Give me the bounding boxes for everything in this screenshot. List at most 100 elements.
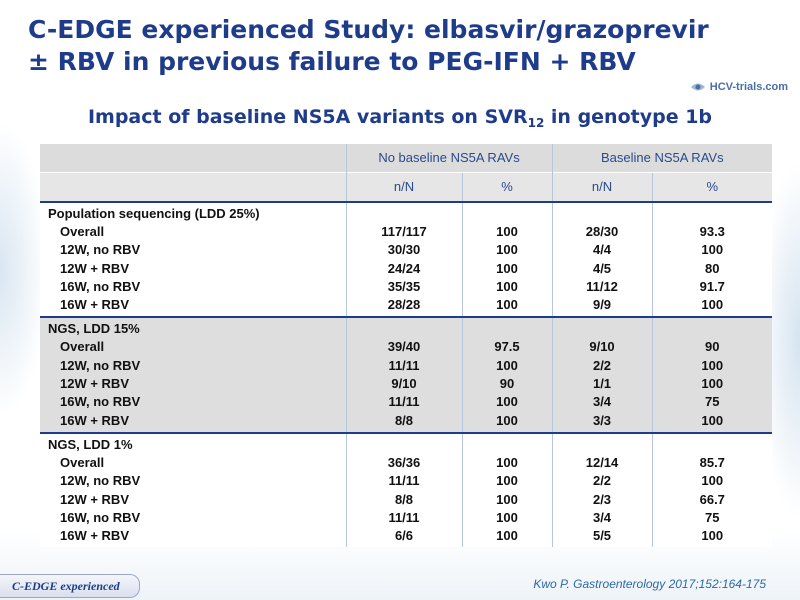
cell-a-pct: 100: [496, 242, 518, 258]
cell-a-nN: 36/36: [387, 454, 421, 470]
subheader-a-pct: %: [461, 172, 553, 202]
row-label: 16W, no RBV: [60, 394, 141, 410]
group-label-cell: Population sequencing (LDD 25%) Overall …: [40, 200, 346, 318]
table-group: NGS, LDD 1% Overall 12W, no RBV 12W + RB…: [40, 431, 773, 548]
subtitle-subscript: 12: [527, 116, 545, 130]
cell-a-nN: 6/6: [394, 528, 414, 544]
logo-text: HCV-trials.com: [709, 81, 788, 93]
group-b-pct-cell: 93.3 100 80 91.7 100: [651, 200, 773, 318]
cell-b-pct: 75: [705, 509, 720, 525]
row-label: 16W + RBV: [60, 528, 129, 544]
cell-a-nN: 11/11: [388, 357, 420, 373]
slide-title-line-2: ± RBV in previous failure to PEG-IFN + R…: [28, 47, 636, 76]
cell-a-pct: 90: [499, 376, 515, 392]
cell-a-pct: 100: [496, 473, 518, 489]
header-no-baseline-ravs: No baseline NS5A RAVs: [345, 144, 553, 173]
study-tab-label: C-EDGE experienced: [0, 574, 140, 598]
site-logo: HCV-trials.com: [690, 80, 788, 94]
cell-a-nN: 11/11: [388, 509, 420, 525]
row-label: 12W + RBV: [60, 376, 129, 392]
cell-b-nN: 3/4: [592, 509, 612, 525]
cell-a-pct: 100: [496, 260, 518, 276]
row-label: 16W + RBV: [60, 412, 129, 428]
table-group: Population sequencing (LDD 25%) Overall …: [40, 200, 773, 318]
cell-b-pct: 100: [701, 528, 724, 544]
cell-b-pct: 100: [701, 357, 724, 373]
cell-b-nN: 3/4: [592, 394, 612, 410]
cell-b-pct: 93.3: [699, 224, 725, 239]
row-label: 12W, no RBV: [60, 357, 141, 373]
group-a-nN-cell: 36/36 11/11 8/8 11/11 6/6: [345, 431, 462, 548]
subheader-b-nN: n/N: [551, 172, 653, 202]
group-b-pct-cell: 85.7 100 66.7 75 100: [651, 431, 773, 548]
group-label-cell: NGS, LDD 1% Overall 12W, no RBV 12W + RB…: [40, 431, 346, 548]
subheader-a-nN: n/N: [345, 172, 462, 202]
header-blank-cell: [40, 144, 346, 173]
group-heading: NGS, LDD 1%: [48, 436, 133, 452]
cell-b-pct: 66.7: [699, 491, 725, 507]
cell-b-nN: 3/3: [592, 412, 612, 428]
cell-a-pct: 100: [496, 509, 518, 525]
results-table: No baseline NS5A RAVs Baseline NS5A RAVs…: [40, 144, 773, 548]
cell-b-pct: 100: [701, 412, 724, 428]
cell-a-pct: 100: [496, 297, 518, 313]
subtitle-main: Impact of baseline NS5A variants on SVR: [87, 106, 528, 128]
citation: Kwo P. Gastroenterology 2017;152:164-175: [533, 577, 766, 591]
group-b-pct-cell: 90 100 100 75 100: [651, 316, 773, 433]
cell-a-nN: 24/24: [387, 260, 421, 276]
cell-b-pct: 100: [701, 297, 724, 313]
cell-b-pct: 100: [701, 473, 724, 489]
cell-b-nN: 1/1: [592, 376, 612, 392]
table-subheader-row: n/N % n/N %: [40, 172, 773, 202]
cell-a-pct: 100: [496, 454, 518, 470]
slide-title: C-EDGE experienced Study: elbasvir/grazo…: [28, 14, 768, 78]
cell-a-nN: 11/11: [388, 473, 420, 489]
row-label: Overall: [60, 339, 105, 355]
group-a-nN-cell: 39/40 11/11 9/10 11/11 8/8: [345, 316, 462, 433]
subheader-b-pct: %: [651, 172, 773, 202]
cell-a-pct: 100: [496, 528, 518, 544]
group-a-nN-cell: 117/117 30/30 24/24 35/35 28/28: [345, 200, 462, 318]
group-a-pct-cell: 100 100 100 100 100: [461, 200, 553, 318]
cell-b-nN: 12/14: [585, 454, 619, 470]
cell-a-pct: 100: [496, 394, 518, 410]
cell-a-nN: 39/40: [387, 339, 421, 355]
results-table-container: No baseline NS5A RAVs Baseline NS5A RAVs…: [40, 144, 773, 564]
cell-a-nN: 8/8: [394, 491, 414, 507]
cell-b-pct: 80: [705, 260, 720, 276]
header-baseline-ravs: Baseline NS5A RAVs: [551, 144, 773, 173]
cell-a-nN: 30/30: [387, 242, 421, 258]
cell-b-nN: 2/2: [592, 473, 612, 489]
group-heading: Population sequencing (LDD 25%): [48, 206, 260, 221]
row-label: 16W + RBV: [60, 297, 129, 313]
row-label: Overall: [60, 224, 105, 239]
group-b-nN-cell: 28/30 4/4 4/5 11/12 9/9: [551, 200, 653, 318]
subtitle-tail: in genotype 1b: [544, 106, 713, 128]
row-label: 12W + RBV: [60, 260, 129, 276]
row-label: Overall: [60, 454, 105, 470]
group-heading: NGS, LDD 15%: [48, 321, 140, 337]
cell-a-pct: 100: [496, 412, 518, 428]
cell-a-nN: 8/8: [394, 412, 414, 428]
cell-a-pct: 100: [496, 278, 518, 294]
logo-icon: [690, 83, 705, 91]
cell-a-pct: 100: [496, 491, 518, 507]
cell-b-nN: 9/10: [589, 339, 615, 355]
group-label-cell: NGS, LDD 15% Overall 12W, no RBV 12W + R…: [40, 316, 346, 433]
cell-b-nN: 5/5: [592, 528, 612, 544]
cell-b-pct: 90: [705, 339, 720, 355]
cell-a-nN: 117/117: [381, 224, 427, 239]
row-label: 12W, no RBV: [60, 242, 141, 258]
slide-subtitle: Impact of baseline NS5A variants on SVR1…: [0, 106, 800, 130]
table-header-row: No baseline NS5A RAVs Baseline NS5A RAVs: [40, 144, 773, 173]
cell-a-pct: 100: [496, 357, 518, 373]
cell-b-pct: 100: [701, 376, 724, 392]
row-label: 12W, no RBV: [60, 473, 141, 489]
slide-title-line-1: C-EDGE experienced Study: elbasvir/grazo…: [28, 15, 709, 44]
row-label: 16W, no RBV: [60, 509, 141, 525]
cell-b-pct: 75: [705, 394, 720, 410]
cell-b-nN: 4/4: [592, 242, 612, 258]
cell-b-pct: 91.7: [699, 278, 725, 294]
cell-a-pct: 100: [496, 224, 518, 239]
cell-a-nN: 9/10: [391, 376, 417, 392]
